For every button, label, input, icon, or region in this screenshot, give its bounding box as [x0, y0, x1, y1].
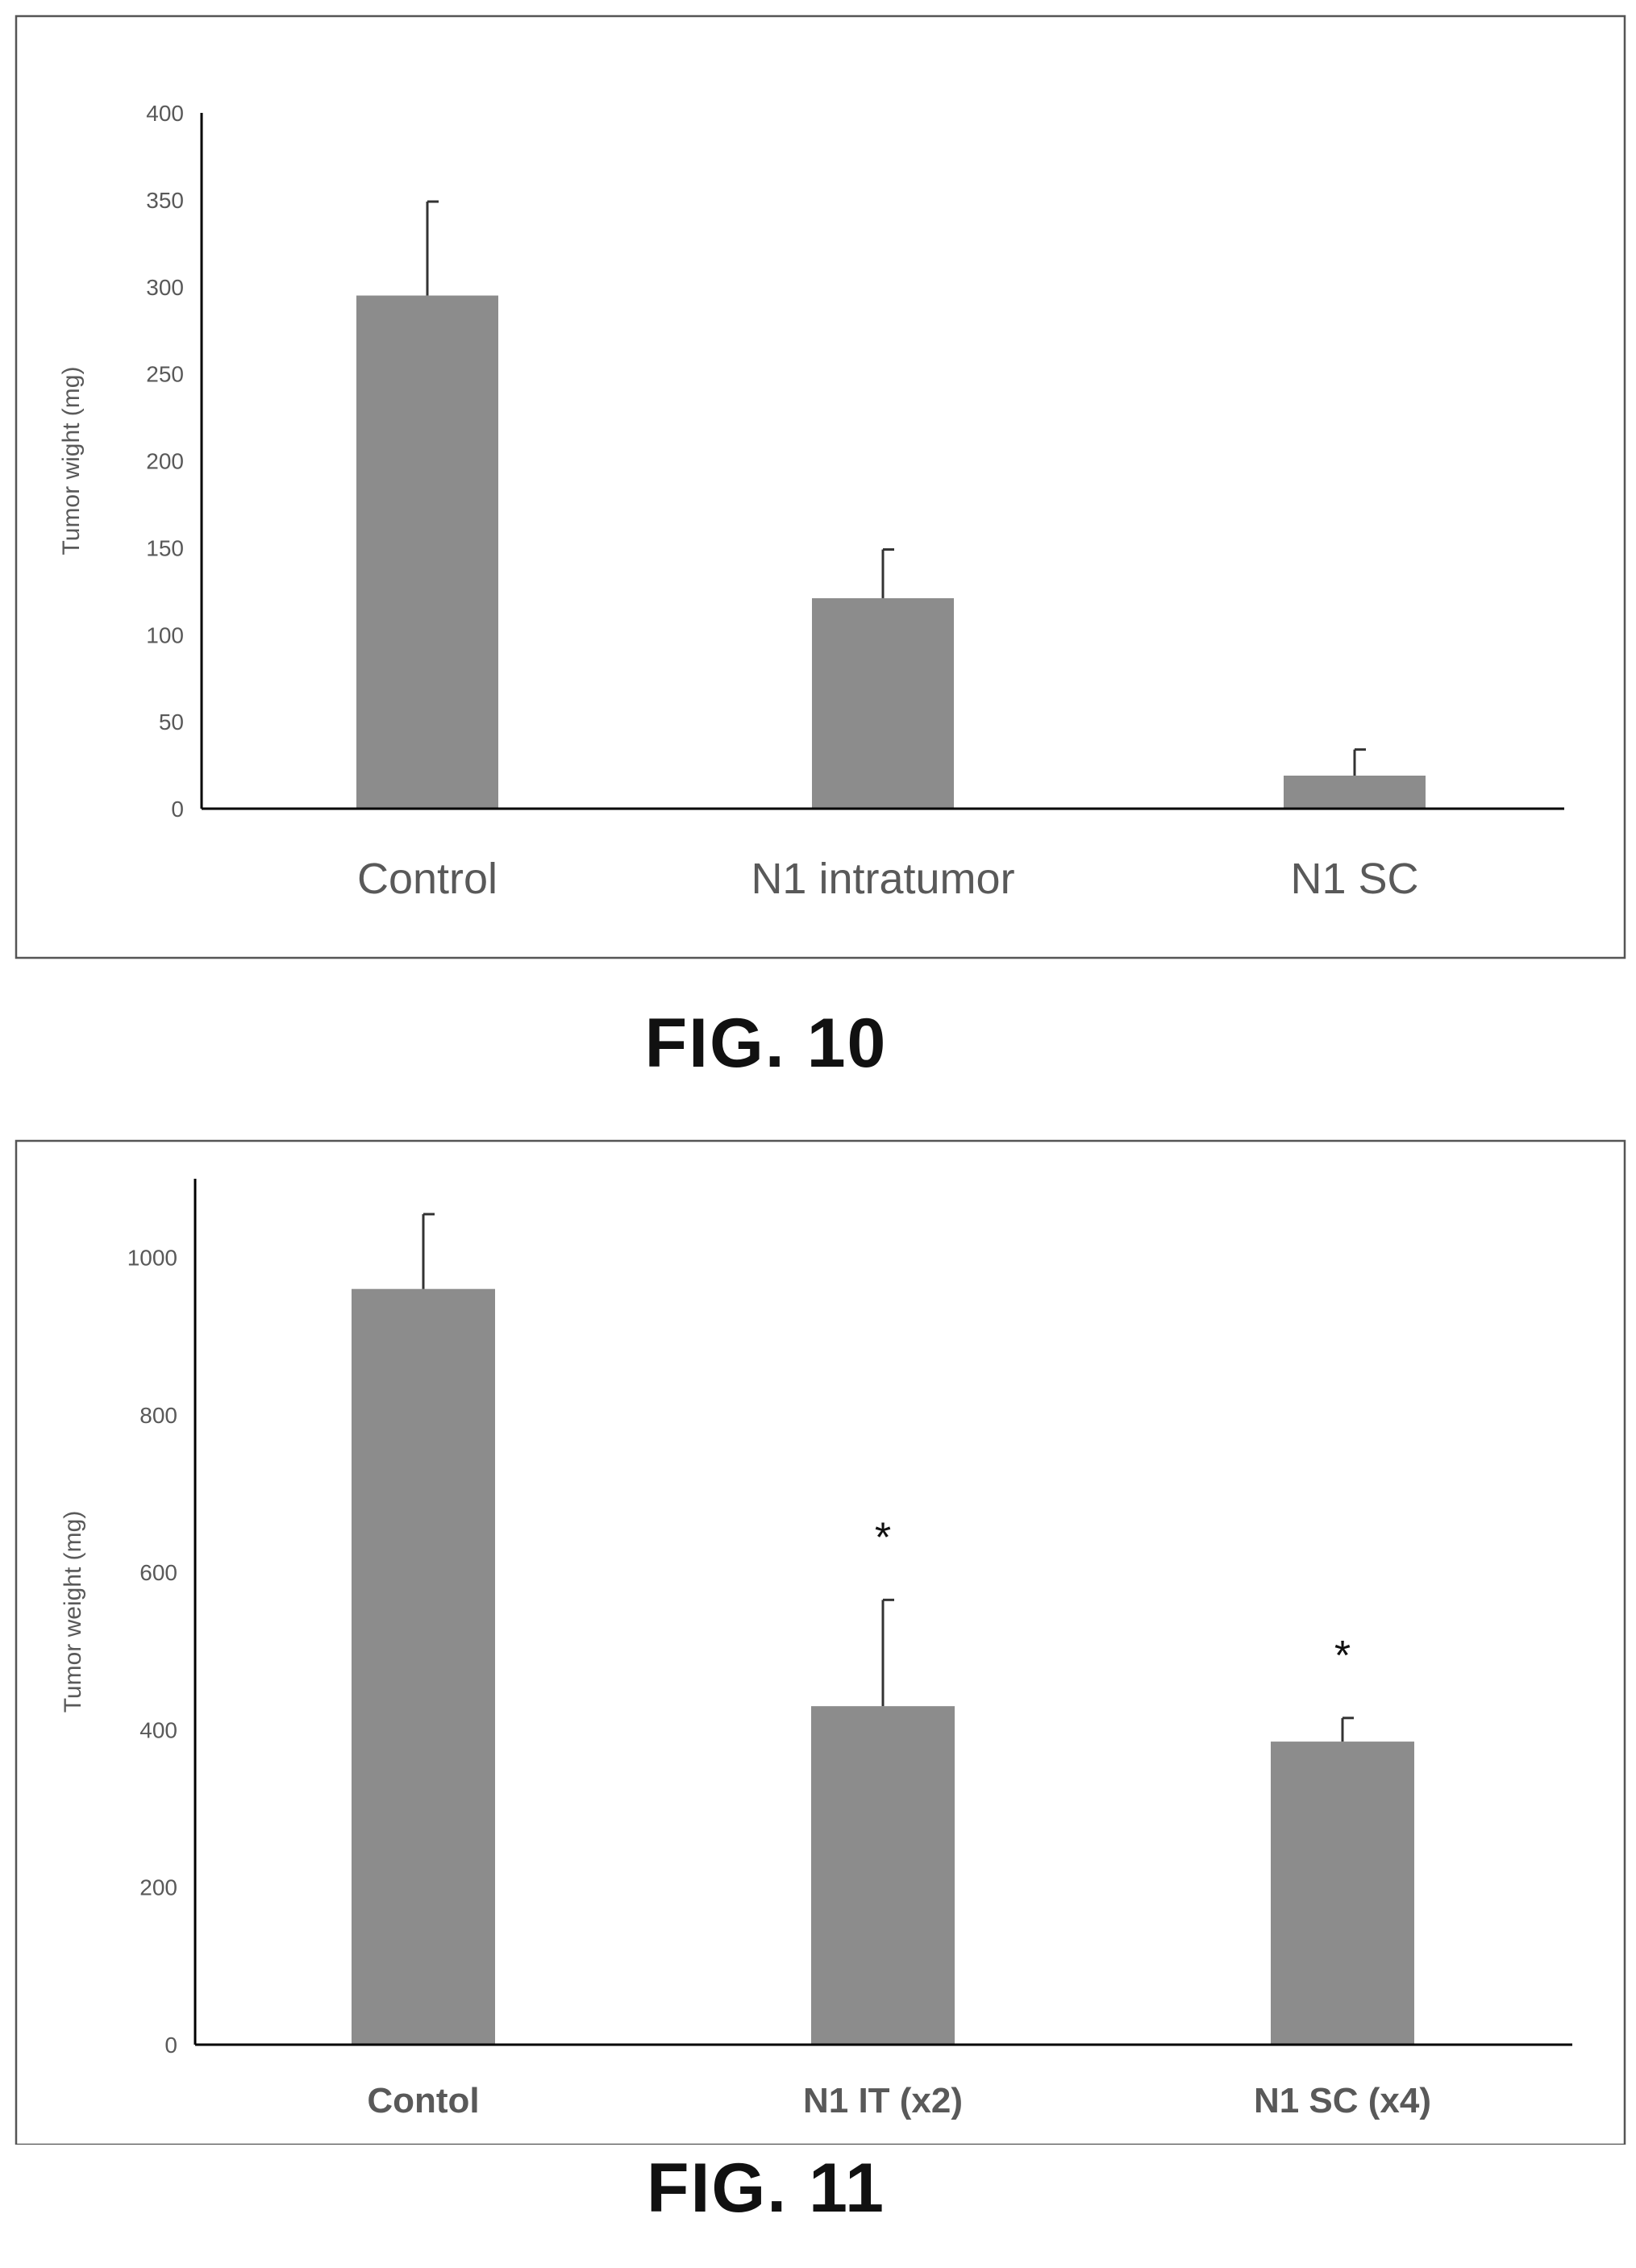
- fig11-significance-marker: *: [875, 1514, 891, 1561]
- fig10-category-label: Control: [357, 855, 497, 903]
- fig10-bar: [356, 295, 498, 809]
- fig10-y-tick-label: 150: [146, 535, 184, 560]
- fig10-category-label: N1 SC: [1290, 855, 1418, 903]
- fig10-bar: [1284, 776, 1426, 809]
- fig11-y-tick-label: 400: [139, 1717, 177, 1742]
- fig11-frame: [15, 1139, 1626, 2145]
- fig11-y-tick-label: 1000: [127, 1246, 177, 1271]
- fig10-chart: 0 50 100 150 200 250 300 350 400 Tumor wight (mg)…: [15, 15, 1626, 959]
- fig11-significance-marker: *: [1334, 1633, 1351, 1679]
- fig10-bar: [812, 597, 954, 809]
- fig11-y-tick-label: 600: [139, 1560, 177, 1585]
- fig10-y-tick-label: 250: [146, 362, 184, 387]
- fig11-bar: [1271, 1742, 1414, 2045]
- fig10-y-tick-label: 0: [171, 797, 184, 822]
- fig10-y-tick-label: 200: [146, 449, 184, 474]
- fig10-y-tick-label: 400: [146, 101, 184, 126]
- fig11-y-tick-label: 0: [164, 2033, 177, 2058]
- fig11-category-label: Contol: [367, 2081, 479, 2120]
- fig11-category-label: N1 SC (x4): [1254, 2081, 1431, 2120]
- fig11-y-tick-label: 200: [139, 1875, 177, 1900]
- fig11-y-tick-label: 800: [139, 1403, 177, 1428]
- fig11-y-axis-label: Tumor weight (mg): [60, 1511, 86, 1713]
- fig10-y-tick-label: 350: [146, 188, 184, 213]
- fig10-y-axis-label: Tumor wight (mg): [58, 367, 85, 556]
- fig10-category-label: N1 intratumor: [751, 855, 1014, 903]
- fig11-caption: FIG. 11: [646, 2149, 886, 2227]
- fig10-frame: [15, 15, 1626, 959]
- fig11-bar: [352, 1288, 495, 2045]
- fig10-y-tick-label: 300: [146, 275, 184, 300]
- fig11-chart: 0 200 400 600 800 1000 Tumor weight (mg) Contol…: [15, 1139, 1626, 2145]
- fig10-y-tick-label: 100: [146, 622, 184, 647]
- fig10-y-tick-label: 50: [159, 710, 184, 734]
- fig11-category-label: N1 IT (x2): [803, 2081, 963, 2120]
- fig11-bar: [811, 1706, 955, 2045]
- fig10-caption: FIG. 10: [644, 1005, 888, 1082]
